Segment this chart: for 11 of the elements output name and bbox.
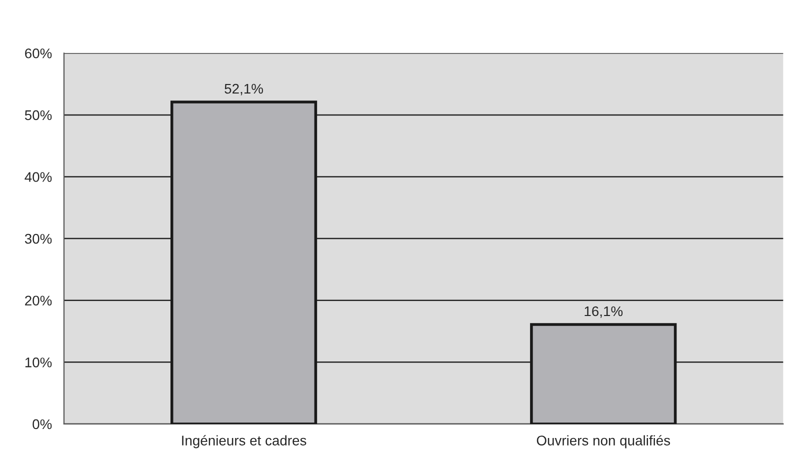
x-tick-label: Ingénieurs et cadres [182, 435, 306, 448]
y-tick-label: 30% [24, 234, 52, 244]
y-tick-label: 20% [25, 296, 52, 306]
data-label: 16,1% [584, 306, 623, 318]
y-tick-label: 0% [32, 419, 52, 430]
y-tick-label: 10% [25, 358, 52, 368]
y-tick-label: 50% [24, 110, 52, 120]
x-tick-label: Ouvriers non qualifiés [536, 435, 670, 448]
y-tick-label: 60% [25, 48, 52, 58]
y-tick-label: 40% [24, 172, 52, 182]
data-label: 52,1% [224, 84, 263, 96]
